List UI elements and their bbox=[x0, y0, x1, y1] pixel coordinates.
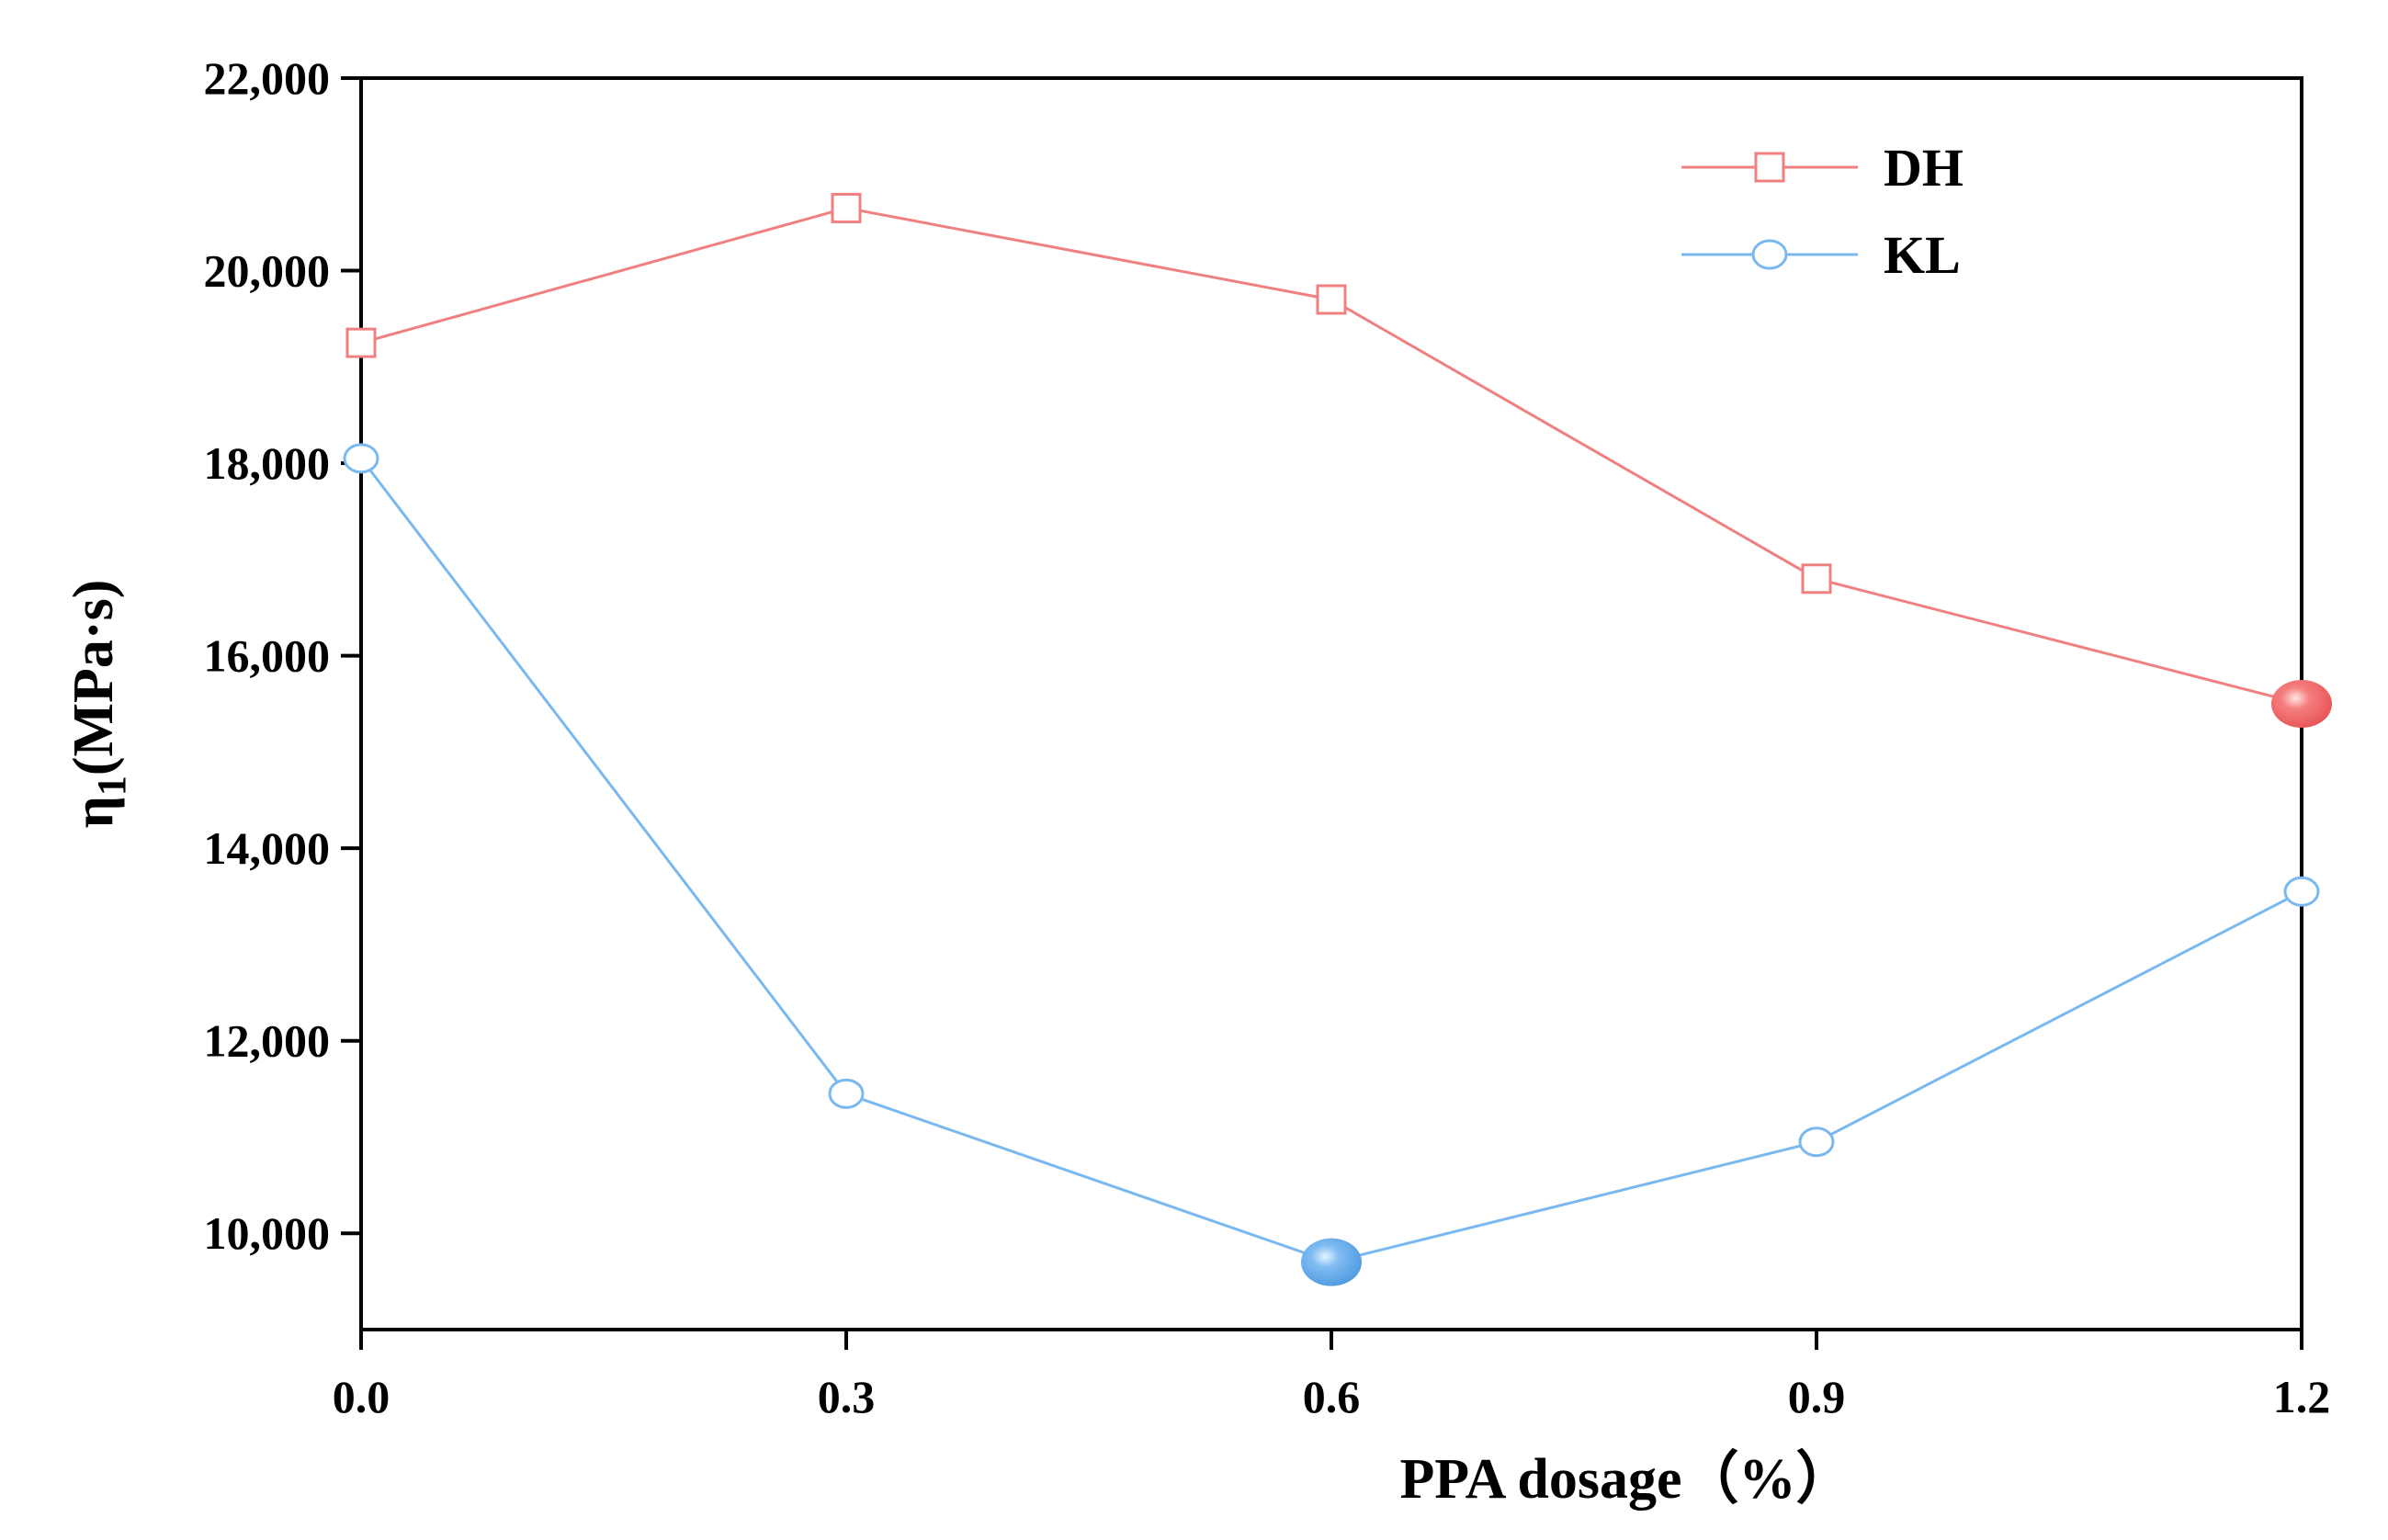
x-tick-label: 0.0 bbox=[333, 1371, 390, 1422]
x-tick-label: 0.9 bbox=[1788, 1371, 1846, 1422]
series-dh bbox=[345, 192, 2332, 728]
legend-label-dh: DH bbox=[1884, 138, 1964, 198]
svg-text:η1(MPa·s): η1(MPa·s) bbox=[62, 580, 134, 829]
series-kl-point bbox=[828, 1078, 865, 1109]
plot-frame bbox=[359, 76, 2303, 1331]
y-axis-title-subscript: 1 bbox=[89, 776, 134, 796]
x-axis-title: PPA dosage（%） bbox=[1399, 1446, 1852, 1511]
series-dh-point-highlight bbox=[2271, 680, 2332, 728]
series-kl-point bbox=[343, 443, 379, 474]
y-axis-ticks: 10,000 12,000 14,000 16,000 18,000 20,000 22,0… bbox=[204, 52, 361, 1259]
legend-marker-dh bbox=[1754, 152, 1785, 183]
y-tick-label: 10,000 bbox=[204, 1207, 331, 1259]
y-tick-label: 14,000 bbox=[204, 822, 331, 874]
x-tick-label: 0.3 bbox=[818, 1371, 876, 1422]
legend: DH KL bbox=[1681, 138, 1964, 285]
y-axis-title-symbol: η bbox=[62, 796, 125, 828]
y-tick-label: 20,000 bbox=[204, 245, 331, 297]
series-dh-point bbox=[1801, 563, 1832, 594]
series-kl bbox=[343, 443, 2320, 1286]
legend-marker-kl bbox=[1751, 239, 1788, 270]
y-axis-title: η1(MPa·s) bbox=[62, 580, 134, 829]
y-tick-label: 22,000 bbox=[204, 52, 331, 104]
legend-item-dh: DH bbox=[1681, 138, 1964, 198]
y-tick-label: 12,000 bbox=[204, 1015, 331, 1067]
y-tick-label: 16,000 bbox=[204, 630, 331, 682]
series-dh-point bbox=[345, 327, 377, 358]
y-axis-title-unit: (MPa·s) bbox=[62, 580, 125, 776]
x-axis-ticks: 0.0 0.3 0.6 0.9 1.2 bbox=[333, 1330, 2331, 1422]
legend-label-kl: KL bbox=[1884, 225, 1961, 285]
series-kl-point bbox=[2283, 876, 2320, 907]
series-kl-line bbox=[359, 457, 2303, 1264]
legend-item-kl: KL bbox=[1681, 225, 1961, 285]
series-dh-line bbox=[360, 206, 2303, 706]
series-dh-point bbox=[831, 192, 862, 223]
series-kl-point bbox=[1798, 1127, 1835, 1158]
series-layer bbox=[343, 192, 2332, 1286]
series-kl-point-highlight bbox=[1301, 1238, 1362, 1286]
x-tick-label: 0.6 bbox=[1303, 1371, 1361, 1422]
x-tick-label: 1.2 bbox=[2273, 1371, 2331, 1422]
y-tick-label: 18,000 bbox=[204, 437, 331, 489]
series-dh-point bbox=[1316, 284, 1347, 315]
